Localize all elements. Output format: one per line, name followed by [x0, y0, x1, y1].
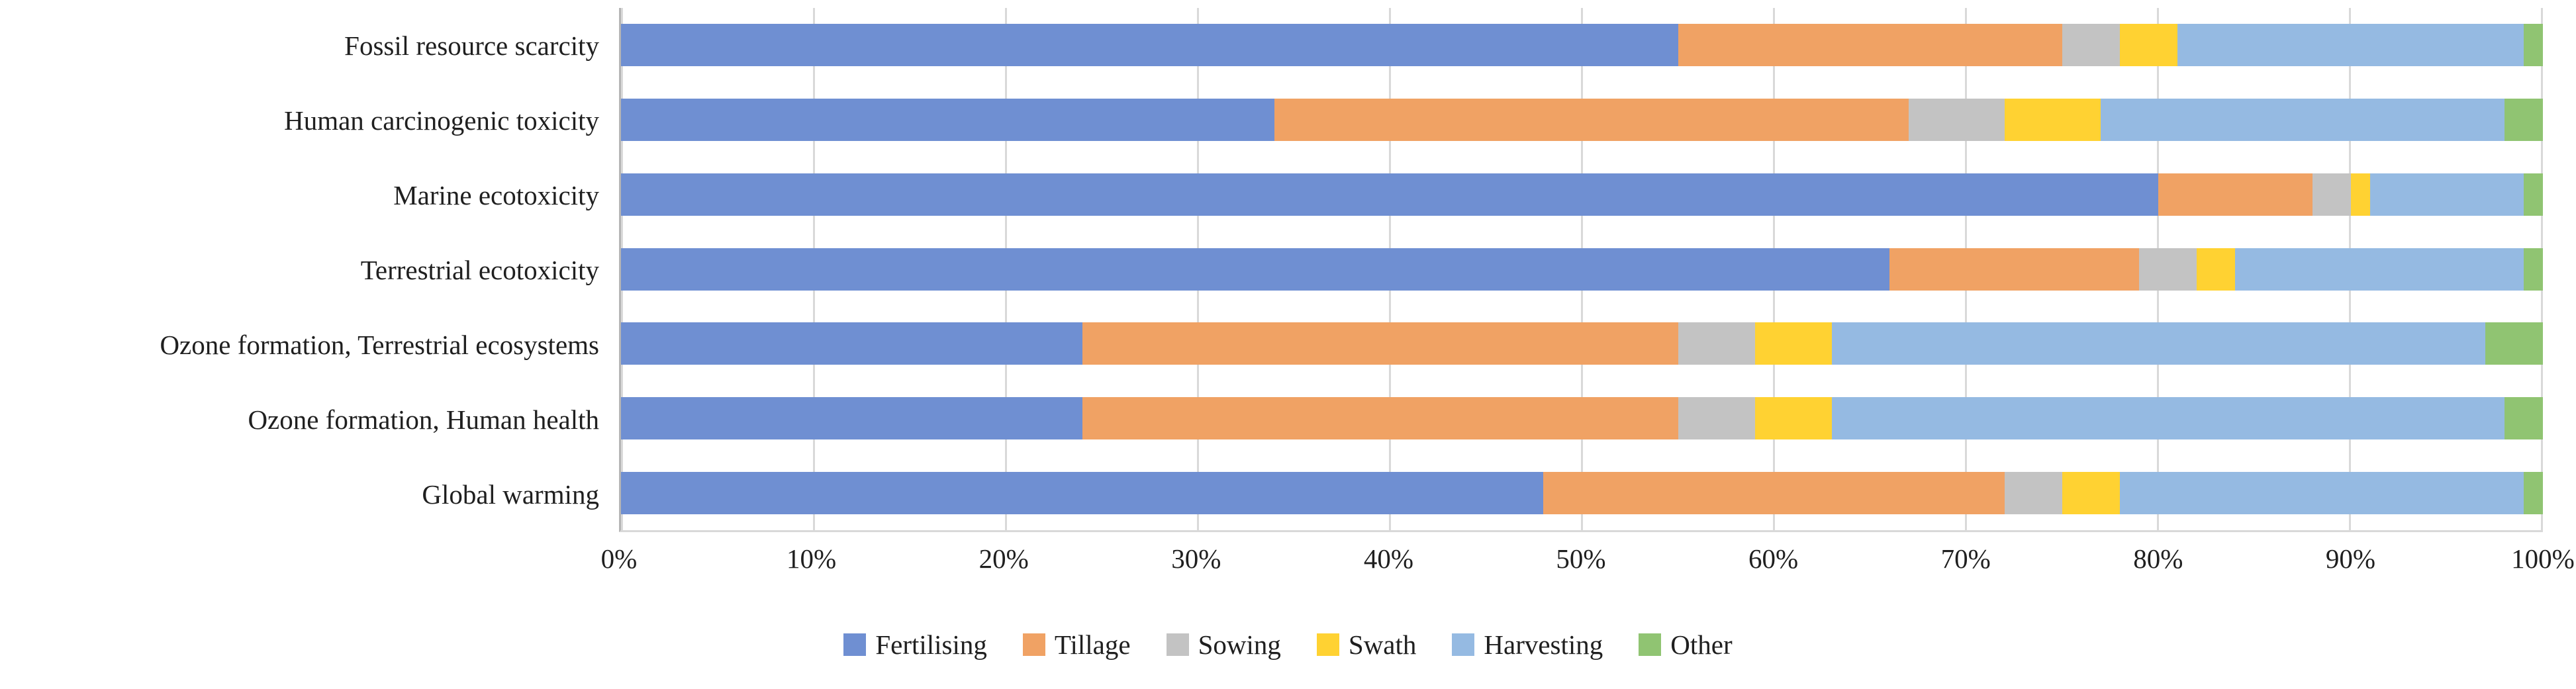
category-label: Fossil resource scarcity: [344, 30, 599, 61]
bar-segment-other: [2523, 24, 2543, 67]
category-labels-column: Fossil resource scarcity Human carcinogen…: [0, 8, 619, 532]
bar-segment-harvesting: [2235, 248, 2524, 291]
legend-swatch-fertilising: [843, 633, 867, 656]
bar-segment-harvesting: [2369, 173, 2524, 216]
legend: Fertilising Tillage Sowing Swath Harvesting O…: [0, 629, 2576, 661]
bar-segment-tillage: [2158, 173, 2313, 216]
bar-segment-tillage: [1543, 471, 2005, 514]
bar-row: [621, 83, 2543, 158]
bar-segment-tillage: [1082, 396, 1678, 439]
legend-swatch-harvesting: [1452, 633, 1475, 656]
legend-item-other: Other: [1639, 629, 1733, 661]
legend-label: Fertilising: [875, 629, 987, 660]
bar-segment-harvesting: [2177, 24, 2524, 67]
bar-segment-other: [2504, 396, 2543, 439]
bar-segment-other: [2523, 173, 2543, 216]
bar-segment-fertilising: [621, 173, 2159, 216]
bar-segment-swath: [2120, 24, 2178, 67]
bar-track: [621, 24, 2543, 67]
bar-segment-harvesting: [1831, 396, 2504, 439]
bar-segment-fertilising: [621, 322, 1082, 365]
category-label: Marine ecotoxicity: [393, 179, 599, 210]
bar-segment-fertilising: [621, 99, 1275, 142]
legend-item-fertilising: Fertilising: [843, 629, 987, 661]
legend-swatch-tillage: [1022, 633, 1045, 656]
x-tick-label: 70%: [1940, 543, 1991, 574]
bar-row: [621, 8, 2543, 83]
bar-segment-sowing: [2312, 173, 2351, 216]
bar-segment-swath: [2350, 173, 2370, 216]
bar-segment-tillage: [1678, 24, 2063, 67]
bar-segment-tillage: [1274, 99, 1909, 142]
bar-segment-swath: [2197, 248, 2236, 291]
bar-segment-harvesting: [1831, 322, 2485, 365]
x-tick-label: 30%: [1171, 543, 1221, 574]
bar-row: [621, 157, 2543, 232]
bar-row: [621, 381, 2543, 456]
bar-rows: [621, 8, 2543, 530]
bar-segment-swath: [1754, 396, 1832, 439]
bar-segment-sowing: [1678, 322, 1755, 365]
bar-segment-other: [2523, 471, 2543, 514]
bar-segment-other: [2504, 99, 2543, 142]
bar-segment-sowing: [2139, 248, 2197, 291]
bar-track: [621, 471, 2543, 514]
legend-label: Tillage: [1054, 629, 1131, 660]
bar-segment-fertilising: [621, 471, 1544, 514]
x-tick-label: 80%: [2133, 543, 2183, 574]
bar-row: [621, 232, 2543, 306]
legend-label: Sowing: [1198, 629, 1281, 660]
x-tick-label: 10%: [787, 543, 837, 574]
legend-item-sowing: Sowing: [1166, 629, 1281, 661]
bar-segment-other: [2485, 322, 2543, 365]
bar-segment-harvesting: [2120, 471, 2524, 514]
legend-label: Swath: [1348, 629, 1417, 660]
x-axis: 0% 10% 20% 30% 40% 50% 60% 70% 80% 90% 100%: [601, 543, 2575, 581]
legend-label: Other: [1670, 629, 1733, 660]
bars-column: [619, 8, 2543, 532]
legend-swatch-other: [1639, 633, 1662, 656]
x-tick-label: 0%: [600, 543, 638, 574]
x-tick-label: 20%: [978, 543, 1029, 574]
x-tick-label: 50%: [1556, 543, 1606, 574]
legend-item-harvesting: Harvesting: [1452, 629, 1603, 661]
bar-track: [621, 173, 2543, 216]
bar-track: [621, 396, 2543, 439]
x-tick-label: 60%: [1748, 543, 1799, 574]
bar-segment-swath: [1754, 322, 1832, 365]
bar-segment-fertilising: [621, 396, 1082, 439]
bar-segment-harvesting: [2101, 99, 2504, 142]
legend-swatch-swath: [1316, 633, 1339, 656]
bar-segment-swath: [2062, 471, 2121, 514]
x-tick-label: 90%: [2325, 543, 2375, 574]
bar-segment-tillage: [1082, 322, 1678, 365]
bar-track: [621, 322, 2543, 365]
bar-track: [621, 248, 2543, 291]
bar-segment-fertilising: [621, 24, 1678, 67]
legend-item-swath: Swath: [1316, 629, 1417, 661]
bar-segment-fertilising: [621, 248, 1889, 291]
bar-segment-sowing: [1678, 396, 1755, 439]
category-label: Human carcinogenic toxicity: [284, 105, 599, 136]
bar-segment-sowing: [2062, 24, 2121, 67]
x-tick-label: 40%: [1363, 543, 1413, 574]
category-label: Global warming: [422, 479, 599, 510]
bar-segment-swath: [2005, 99, 2101, 142]
bar-row: [621, 306, 2543, 381]
category-label: Ozone formation, Terrestrial ecosystems: [160, 330, 599, 361]
bar-segment-tillage: [1889, 248, 2140, 291]
bar-segment-other: [2523, 248, 2543, 291]
category-label: Ozone formation, Human health: [248, 404, 599, 436]
legend-swatch-sowing: [1166, 633, 1189, 656]
bar-segment-sowing: [1909, 99, 2005, 142]
legend-label: Harvesting: [1484, 629, 1603, 660]
plot-area: Fossil resource scarcity Human carcinogen…: [0, 8, 2576, 532]
bar-track: [621, 99, 2543, 142]
category-label: Terrestrial ecotoxicity: [360, 254, 599, 285]
bar-segment-sowing: [2005, 471, 2063, 514]
bar-row: [621, 455, 2543, 530]
x-tick-label: 100%: [2511, 543, 2575, 574]
legend-item-tillage: Tillage: [1022, 629, 1131, 661]
